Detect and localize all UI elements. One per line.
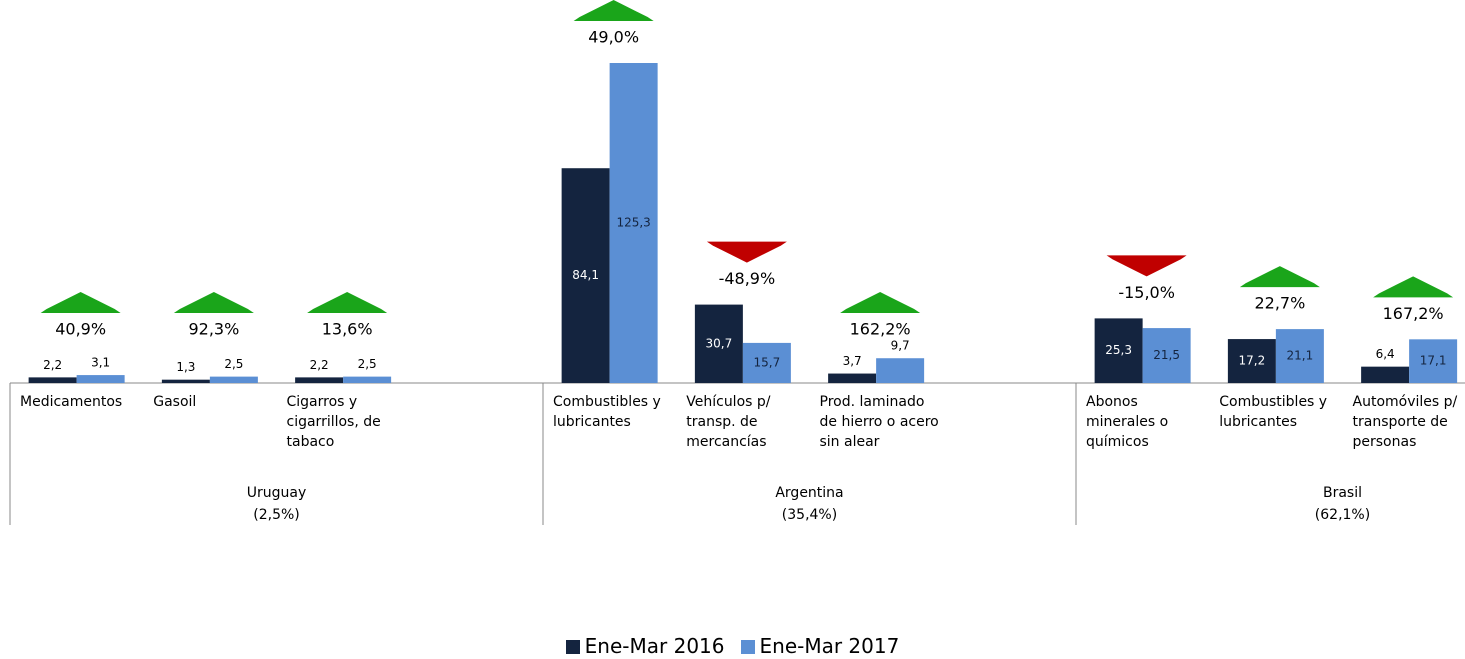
group-label: Uruguay [246, 485, 307, 501]
down-arrow [706, 241, 787, 263]
group-share: (2,5%) [253, 507, 300, 523]
bar [28, 377, 77, 383]
group-share: (62,1%) [1314, 507, 1371, 523]
legend-swatch [740, 640, 755, 654]
bar [1361, 366, 1410, 383]
bar-value-label: 2,5 [358, 357, 377, 371]
bar-value-label: 30,7 [706, 336, 733, 350]
bar [561, 168, 610, 383]
bar [343, 376, 392, 383]
legend-label: Ene-Mar 2017 [759, 634, 900, 658]
up-arrow [573, 0, 654, 21]
up-arrow [1239, 266, 1320, 288]
legend-swatch [565, 640, 580, 654]
bar [1094, 318, 1143, 383]
bar [76, 375, 125, 383]
up-arrow [307, 292, 388, 313]
bar-value-label: 1,3 [176, 360, 195, 374]
category-label: Gasoil [153, 394, 197, 410]
bar [828, 373, 877, 383]
category-label: Abonos minerales o químicos [1086, 394, 1169, 450]
category-label: Automóviles p/ transporte de personas [1352, 394, 1458, 450]
category-label: Combustibles y lubricantes [553, 394, 661, 430]
change-label: 22,7% [1254, 294, 1305, 313]
bar-value-label: 15,7 [754, 355, 781, 369]
bar-value-label: 25,3 [1105, 343, 1132, 357]
group-label: Argentina [775, 485, 844, 501]
bar [1227, 339, 1276, 383]
legend-label: Ene-Mar 2016 [584, 634, 725, 658]
bar [1275, 329, 1324, 383]
up-arrow [840, 292, 921, 313]
bar-value-label: 3,1 [91, 356, 110, 370]
bar-value-label: 2,2 [310, 358, 329, 372]
bar [876, 358, 925, 383]
bar-value-label: 17,2 [1239, 354, 1266, 368]
bar-value-label: 3,7 [843, 354, 862, 368]
category-label: Vehículos p/ transp. de mercancías [686, 394, 771, 450]
category-label: Prod. laminado de hierro o acero sin ale… [819, 394, 939, 450]
bar [742, 342, 791, 383]
up-arrow [40, 292, 121, 313]
bar-value-label: 17,1 [1420, 354, 1447, 368]
bar-value-label: 125,3 [616, 216, 650, 230]
down-arrow [1106, 255, 1187, 277]
change-label: 162,2% [850, 320, 911, 339]
bar [209, 376, 258, 383]
bar [161, 379, 210, 383]
group-share: (35,4%) [781, 507, 838, 523]
bar-value-label: 21,1 [1287, 349, 1314, 363]
category-label: Combustibles y lubricantes [1219, 394, 1328, 430]
bar [609, 63, 658, 383]
category-label: Medicamentos [20, 394, 123, 410]
change-label: 167,2% [1383, 304, 1444, 323]
bar [1409, 339, 1458, 383]
bar [295, 377, 344, 383]
change-label: 40,9% [55, 320, 106, 339]
bar-value-label: 2,5 [224, 357, 243, 371]
category-label: Cigarros y cigarrillos, de tabaco [286, 394, 381, 450]
change-label: -15,0% [1118, 283, 1175, 302]
bar-value-label: 6,4 [1376, 347, 1395, 361]
change-label: 13,6% [322, 320, 373, 339]
bar-value-label: 9,7 [891, 339, 910, 353]
bar-value-label: 84,1 [572, 268, 599, 282]
up-arrow [173, 292, 254, 313]
legend-item: Ene-Mar 2016 [565, 634, 725, 658]
bar-value-label: 2,2 [43, 358, 62, 372]
up-arrow [1373, 276, 1454, 298]
change-label: 49,0% [588, 28, 639, 47]
legend: Ene-Mar 2016 Ene-Mar 2017 [0, 634, 1465, 658]
bar-value-label: 21,5 [1153, 348, 1180, 362]
bar [1142, 328, 1191, 383]
group-label: Brasil [1322, 485, 1362, 501]
change-label: -48,9% [719, 269, 776, 288]
bar [694, 304, 743, 383]
legend-item: Ene-Mar 2017 [740, 634, 900, 658]
change-label: 92,3% [188, 320, 239, 339]
